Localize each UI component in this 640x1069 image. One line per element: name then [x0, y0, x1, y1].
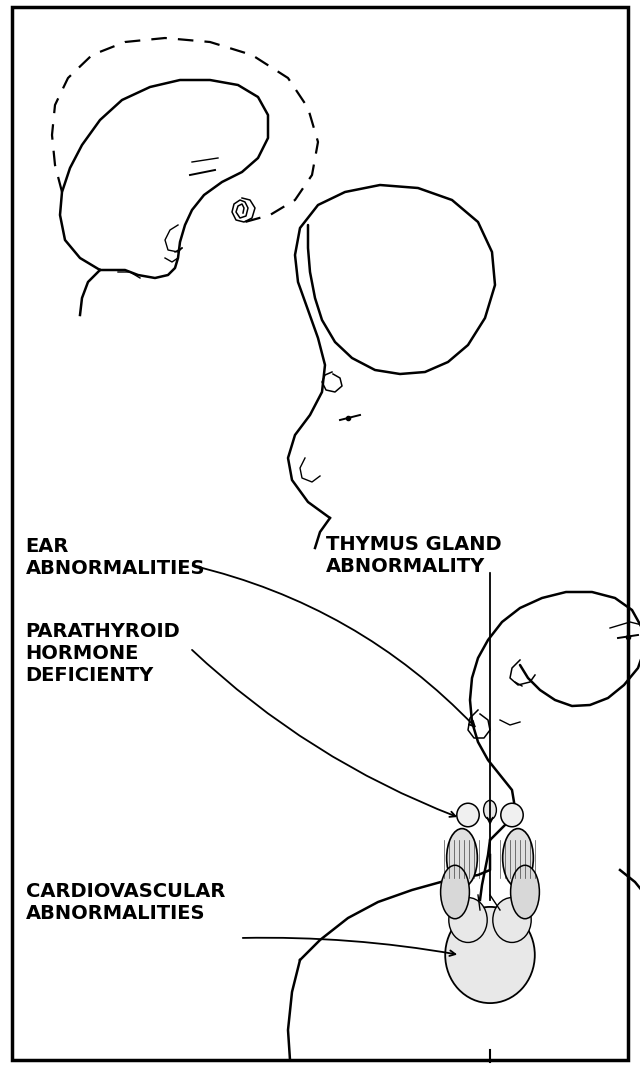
Ellipse shape: [449, 898, 487, 943]
Ellipse shape: [484, 801, 497, 820]
Ellipse shape: [445, 907, 535, 1003]
Ellipse shape: [493, 898, 531, 943]
Ellipse shape: [502, 828, 533, 887]
Text: PARATHYROID
HORMONE
DEFICIENTY: PARATHYROID HORMONE DEFICIENTY: [26, 622, 180, 685]
Ellipse shape: [457, 803, 479, 826]
Text: EAR
ABNORMALITIES: EAR ABNORMALITIES: [26, 537, 205, 577]
Text: CARDIOVASCULAR
ABNORMALITIES: CARDIOVASCULAR ABNORMALITIES: [26, 882, 225, 923]
Ellipse shape: [501, 803, 524, 826]
Ellipse shape: [447, 828, 477, 887]
Text: THYMUS GLAND
ABNORMALITY: THYMUS GLAND ABNORMALITY: [326, 534, 502, 575]
Ellipse shape: [440, 865, 469, 918]
Ellipse shape: [511, 865, 540, 918]
